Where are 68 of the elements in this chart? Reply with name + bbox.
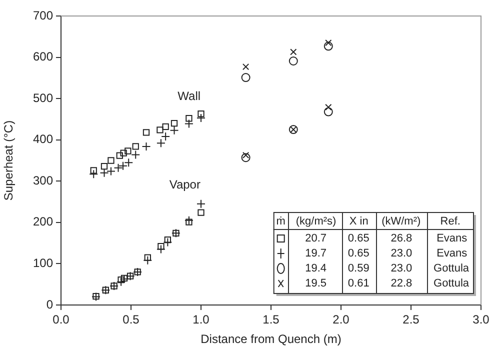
point (164, 236, 172, 244)
y-tick-label: 400 (32, 132, 54, 146)
y-tick-label: 600 (32, 50, 54, 64)
annotation: (kg/m²s) (296, 216, 336, 228)
point (144, 254, 151, 261)
x-axis-title: Distance from Quench (m) (200, 332, 342, 346)
point (120, 150, 127, 156)
point (324, 42, 333, 51)
y-tick-label: 200 (32, 214, 54, 229)
legend-label: 20.7 0.65 26.8 Evans (290, 232, 468, 245)
point (290, 48, 297, 56)
point (241, 153, 250, 162)
point (156, 138, 166, 148)
point (124, 158, 134, 168)
x-tick-label: 0.0 (52, 312, 70, 327)
point (198, 209, 204, 216)
x-tick-label: 3.0 (472, 312, 490, 327)
point (170, 120, 178, 127)
x-tick-label: 2.5 (402, 312, 420, 327)
point (242, 63, 250, 70)
point (170, 126, 179, 135)
point (90, 167, 97, 174)
point (100, 168, 109, 178)
point (114, 163, 123, 172)
point (242, 152, 250, 158)
annotation: X in (349, 216, 368, 228)
y-tick-label: 700 (32, 8, 54, 22)
legend-label: 19.7 0.65 23.0 Evans (290, 248, 468, 260)
x-tick-label: 0.5 (122, 312, 140, 327)
point (162, 123, 169, 130)
point (186, 218, 192, 226)
y-tick-label: 100 (32, 256, 54, 270)
point (325, 40, 332, 46)
point (324, 107, 333, 116)
annotation: (kW/m²) (382, 216, 421, 228)
x-tick-label: 1.0 (192, 312, 210, 327)
point (108, 157, 114, 164)
point (142, 129, 150, 136)
point (120, 274, 128, 282)
point (198, 110, 204, 118)
point (132, 143, 139, 150)
point (118, 276, 124, 284)
annotation: Wall (178, 89, 201, 104)
point (241, 73, 250, 82)
x-tick-label: 2.0 (332, 312, 350, 327)
point (158, 243, 164, 250)
annotation: ṁ (276, 216, 286, 228)
y-tick-label: 300 (32, 173, 54, 188)
legend-label: 19.5 0.61 22.8 Gottula (290, 278, 470, 290)
point (184, 119, 194, 128)
annotation: Vapor (169, 177, 200, 192)
y-axis-title: Superheat (°C) (2, 120, 16, 201)
point (116, 152, 123, 159)
point (118, 161, 128, 170)
point (106, 166, 116, 176)
point (131, 150, 140, 160)
point (124, 148, 132, 154)
point (156, 126, 164, 134)
legend-label: 19.4 0.59 23.0 Gottula (290, 262, 470, 275)
point (288, 56, 298, 66)
point (186, 115, 192, 122)
point (89, 170, 98, 179)
annotation: Ref. (440, 216, 460, 228)
point (100, 162, 108, 170)
y-tick-label: 500 (32, 90, 54, 105)
point (184, 216, 194, 225)
y-tick-label: 0 (46, 297, 54, 312)
x-tick-label: 1.5 (262, 312, 280, 327)
